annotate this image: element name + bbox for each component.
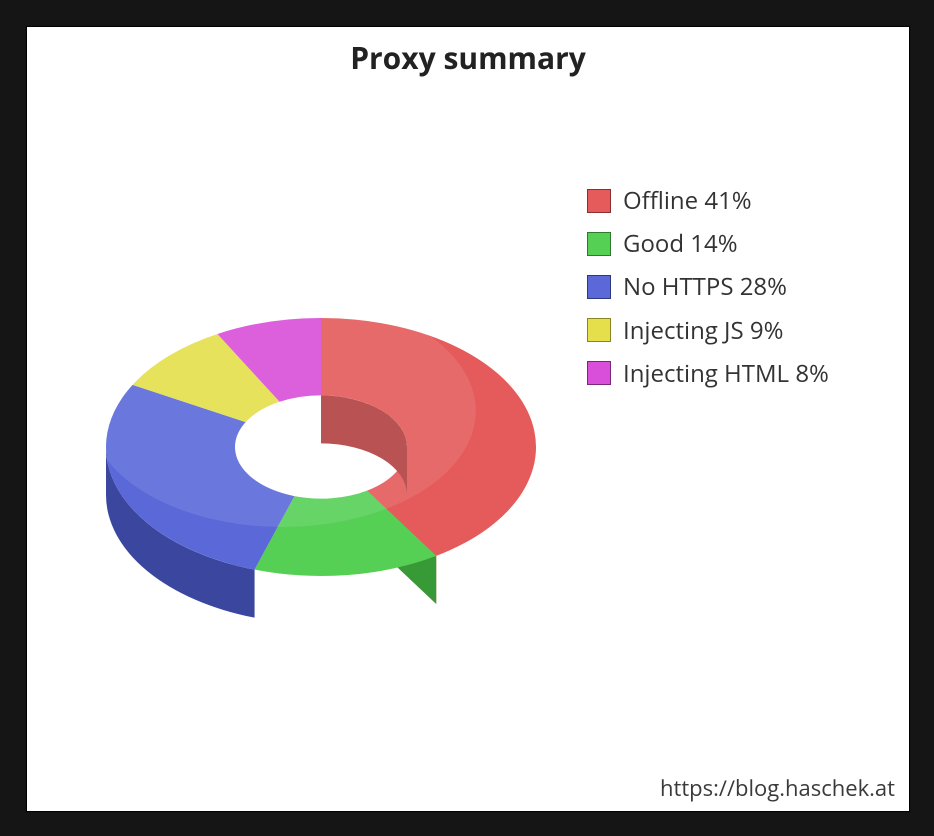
legend-label: Offline 41% [623, 185, 752, 216]
highlight [89, 295, 476, 527]
legend-swatch [587, 318, 611, 342]
chart-frame: Proxy summary Offline 41% Good 14% No HTTP… [26, 26, 910, 812]
chart-title: Proxy summary [27, 37, 909, 78]
donut-chart [87, 237, 555, 705]
legend-label: Good 14% [623, 228, 738, 259]
legend-label: Injecting JS 9% [623, 315, 783, 346]
legend-item: Good 14% [587, 228, 829, 259]
legend-item: Injecting HTML 8% [587, 358, 829, 389]
legend-swatch [587, 189, 611, 213]
legend-swatch [587, 361, 611, 385]
legend-item: No HTTPS 28% [587, 271, 829, 302]
legend-swatch [587, 232, 611, 256]
legend-label: Injecting HTML 8% [623, 358, 829, 389]
legend-swatch [587, 275, 611, 299]
legend-label: No HTTPS 28% [623, 271, 787, 302]
chart-legend: Offline 41% Good 14% No HTTPS 28% Injecting… [587, 185, 829, 401]
legend-item: Offline 41% [587, 185, 829, 216]
attribution-text: https://blog.haschek.at [660, 773, 895, 803]
legend-item: Injecting JS 9% [587, 315, 829, 346]
